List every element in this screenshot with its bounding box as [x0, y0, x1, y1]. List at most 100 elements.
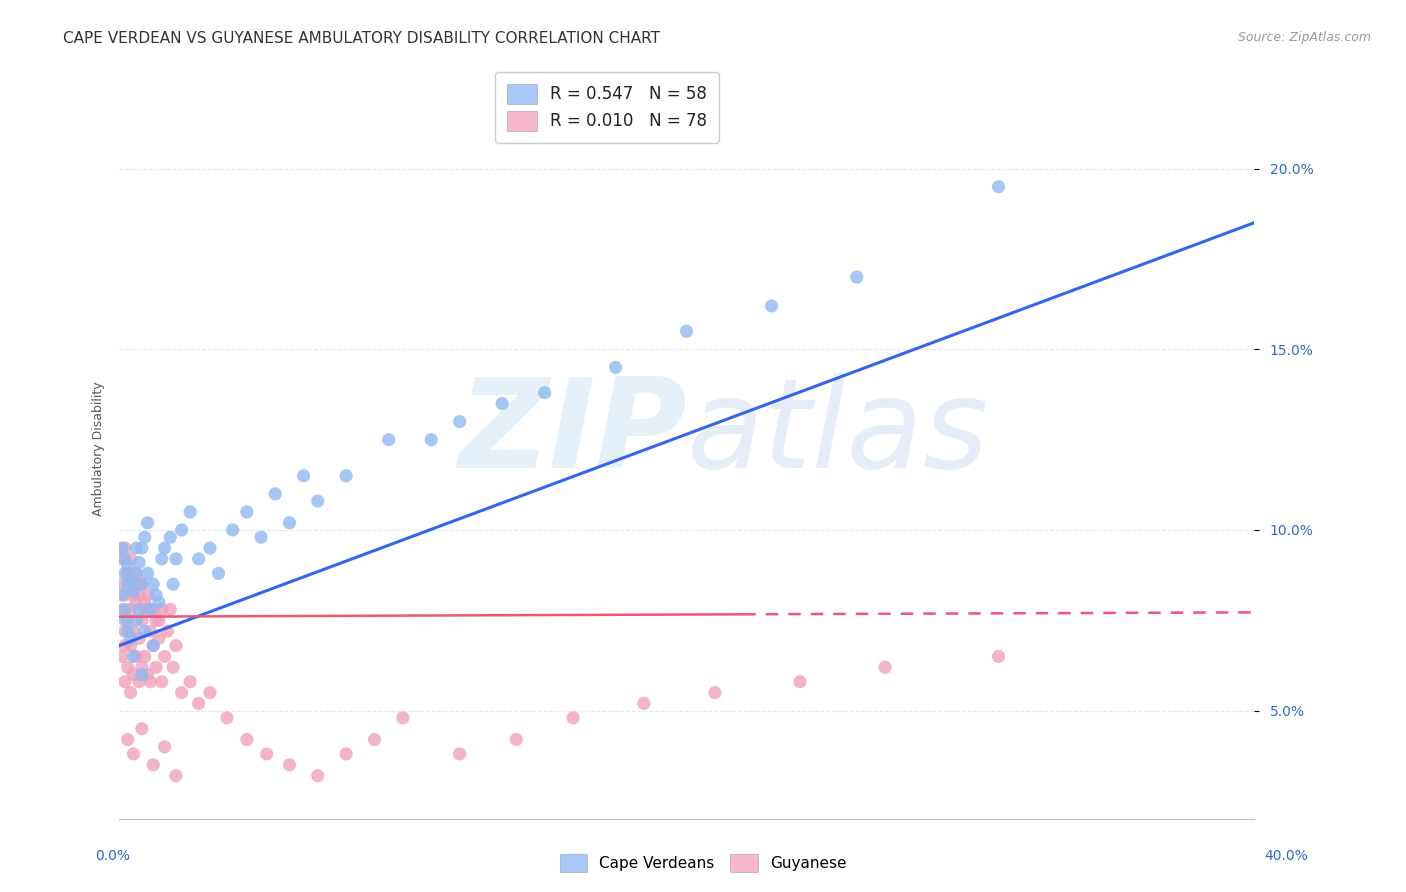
Point [139, 602, 162, 616]
Point [122, 588, 145, 602]
Point [131, 613, 153, 627]
Point [136, 516, 159, 530]
Point [789, 674, 811, 689]
Point [198, 541, 221, 555]
Point [703, 685, 725, 699]
Point [117, 559, 139, 574]
Point [111, 552, 134, 566]
Point [136, 566, 159, 581]
Point [114, 588, 136, 602]
Point [449, 415, 471, 429]
Point [134, 595, 156, 609]
Point [111, 577, 134, 591]
Point [845, 270, 868, 285]
Point [159, 530, 181, 544]
Point [122, 649, 145, 664]
Point [236, 505, 259, 519]
Point [134, 649, 156, 664]
Point [120, 574, 142, 588]
Point [377, 433, 399, 447]
Point [128, 602, 150, 616]
Point [761, 299, 783, 313]
Point [136, 588, 159, 602]
Point [117, 624, 139, 639]
Text: ZIP: ZIP [458, 374, 686, 494]
Point [136, 667, 159, 681]
Point [150, 602, 173, 616]
Point [131, 577, 153, 591]
Point [449, 747, 471, 761]
Point [120, 602, 142, 616]
Point [131, 667, 153, 681]
Point [562, 711, 585, 725]
Point [117, 660, 139, 674]
Point [150, 552, 173, 566]
Point [125, 649, 148, 664]
Text: 0.0%: 0.0% [96, 849, 131, 863]
Point [114, 541, 136, 555]
Point [136, 602, 159, 616]
Point [420, 433, 443, 447]
Point [134, 624, 156, 639]
Point [117, 732, 139, 747]
Point [131, 577, 153, 591]
Point [170, 523, 193, 537]
Point [250, 530, 273, 544]
Point [117, 577, 139, 591]
Point [142, 577, 165, 591]
Text: atlas: atlas [686, 374, 988, 494]
Point [122, 667, 145, 681]
Point [145, 613, 167, 627]
Point [392, 711, 415, 725]
Point [264, 487, 287, 501]
Point [114, 613, 136, 627]
Point [162, 660, 184, 674]
Point [128, 588, 150, 602]
Point [131, 660, 153, 674]
Point [363, 732, 385, 747]
Point [111, 588, 134, 602]
Point [150, 674, 173, 689]
Point [120, 632, 142, 646]
Legend: Cape Verdeans, Guyanese: Cape Verdeans, Guyanese [553, 846, 853, 880]
Point [122, 747, 145, 761]
Point [148, 632, 170, 646]
Point [256, 747, 278, 761]
Text: CAPE VERDEAN VS GUYANESE AMBULATORY DISABILITY CORRELATION CHART: CAPE VERDEAN VS GUYANESE AMBULATORY DISA… [63, 31, 661, 46]
Point [114, 566, 136, 581]
Point [987, 649, 1010, 664]
Point [142, 639, 165, 653]
Point [117, 613, 139, 627]
Point [148, 595, 170, 609]
Point [335, 747, 357, 761]
Point [142, 757, 165, 772]
Point [292, 468, 315, 483]
Point [142, 602, 165, 616]
Point [278, 757, 301, 772]
Point [170, 685, 193, 699]
Point [114, 639, 136, 653]
Point [122, 584, 145, 599]
Point [165, 639, 187, 653]
Point [605, 360, 627, 375]
Point [307, 494, 329, 508]
Point [179, 505, 201, 519]
Point [111, 602, 134, 616]
Point [179, 674, 201, 689]
Point [125, 541, 148, 555]
Point [139, 674, 162, 689]
Point [125, 566, 148, 581]
Y-axis label: Ambulatory Disability: Ambulatory Disability [93, 382, 105, 516]
Point [187, 697, 209, 711]
Point [122, 624, 145, 639]
Point [120, 639, 142, 653]
Point [131, 541, 153, 555]
Text: 40.0%: 40.0% [1264, 849, 1308, 863]
Point [134, 602, 156, 616]
Point [117, 566, 139, 581]
Point [335, 468, 357, 483]
Point [122, 577, 145, 591]
Point [221, 523, 243, 537]
Point [128, 674, 150, 689]
Point [114, 624, 136, 639]
